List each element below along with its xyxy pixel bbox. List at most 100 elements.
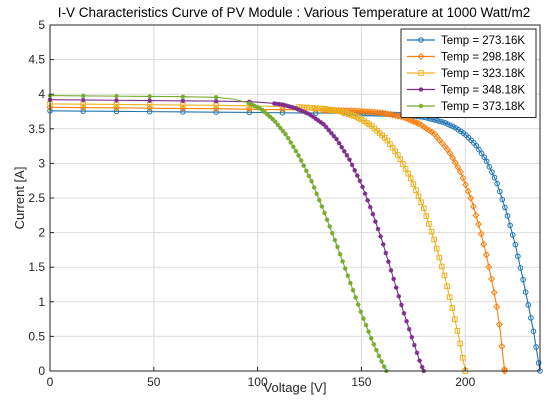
legend-label: Temp = 348.18K <box>441 85 525 97</box>
data-point <box>507 222 513 229</box>
data-point <box>326 127 332 133</box>
data-point <box>407 175 414 182</box>
data-point <box>355 302 361 307</box>
y-tick-label: 0 <box>38 364 45 378</box>
y-tick-label: 5 <box>38 18 45 32</box>
data-point <box>437 118 443 125</box>
data-point <box>349 162 355 168</box>
data-point <box>316 197 322 203</box>
data-point <box>329 230 335 236</box>
legend-label: Temp = 273.16K <box>441 35 525 47</box>
data-point <box>488 275 496 283</box>
data-point <box>361 316 366 321</box>
data-point <box>378 234 383 239</box>
series-temp-323-18k <box>47 101 469 374</box>
data-point <box>298 158 304 163</box>
data-point <box>501 367 509 375</box>
data-point <box>296 153 301 158</box>
legend-item: Temp = 348.18K <box>407 85 525 97</box>
data-point <box>418 87 424 92</box>
data-point <box>446 294 453 300</box>
data-point <box>436 254 443 261</box>
data-point <box>420 205 427 212</box>
data-point <box>319 204 325 209</box>
legend-label: Temp = 323.18K <box>441 68 525 80</box>
data-point <box>287 104 293 109</box>
data-point <box>292 105 298 111</box>
data-point <box>353 107 361 115</box>
data-point <box>254 104 260 110</box>
data-point <box>449 154 457 162</box>
data-point <box>114 97 119 103</box>
data-point <box>279 102 285 107</box>
data-point <box>262 109 268 115</box>
data-point <box>355 107 363 115</box>
data-point <box>358 107 366 115</box>
data-point <box>454 328 461 334</box>
data-point <box>272 119 278 124</box>
data-point <box>334 136 339 142</box>
data-point <box>300 109 306 114</box>
data-point <box>350 287 356 293</box>
data-point <box>257 106 262 111</box>
data-point <box>525 302 532 308</box>
data-point <box>288 140 294 145</box>
data-point <box>368 335 374 341</box>
data-point <box>275 122 281 128</box>
data-point <box>431 236 437 243</box>
data-point <box>494 180 500 187</box>
legend-item: Temp = 298.18K <box>407 52 525 64</box>
data-point <box>486 164 493 170</box>
data-point <box>213 98 219 104</box>
data-point <box>451 159 459 167</box>
data-point <box>381 364 387 369</box>
y-tick-label: 3.5 <box>28 122 45 136</box>
y-tick-label: 2 <box>38 226 45 240</box>
data-point <box>279 109 286 116</box>
data-point <box>490 288 498 296</box>
data-point <box>373 219 378 224</box>
data-point <box>278 125 283 131</box>
data-point <box>360 184 365 190</box>
data-point <box>371 341 377 347</box>
data-point <box>336 140 342 146</box>
data-point <box>445 121 451 127</box>
series-temp-348-18k <box>47 97 427 374</box>
data-point <box>180 109 186 115</box>
data-point <box>533 344 539 350</box>
data-point <box>413 187 419 194</box>
data-point <box>322 210 327 216</box>
data-point <box>418 37 424 43</box>
data-point <box>308 112 313 118</box>
data-point <box>363 108 371 116</box>
data-point <box>467 194 475 202</box>
legend: Temp = 273.16K Temp = 298.18K Temp = 323.1… <box>400 28 537 118</box>
data-point <box>376 109 384 117</box>
x-tick-label: 50 <box>147 375 161 389</box>
data-point <box>418 199 424 206</box>
data-point <box>293 148 299 154</box>
data-point <box>522 289 529 296</box>
data-point <box>499 196 506 203</box>
data-point <box>472 211 480 219</box>
data-point <box>409 334 415 340</box>
data-point <box>417 358 422 363</box>
y-tick-label: 1.5 <box>28 260 45 274</box>
data-point <box>285 135 291 141</box>
y-tick-label: 1 <box>38 295 45 309</box>
data-point <box>335 244 340 250</box>
data-point <box>213 109 219 115</box>
data-point <box>444 283 450 290</box>
data-point <box>502 204 508 211</box>
data-point <box>495 320 503 328</box>
data-point <box>267 114 273 120</box>
data-point <box>354 173 360 178</box>
data-point <box>517 265 524 271</box>
data-point <box>446 149 454 157</box>
data-point <box>323 124 329 130</box>
data-point <box>321 121 326 127</box>
data-point <box>418 103 424 109</box>
data-point <box>469 202 477 210</box>
data-point <box>373 108 381 116</box>
y-tick-label: 3 <box>38 156 45 170</box>
